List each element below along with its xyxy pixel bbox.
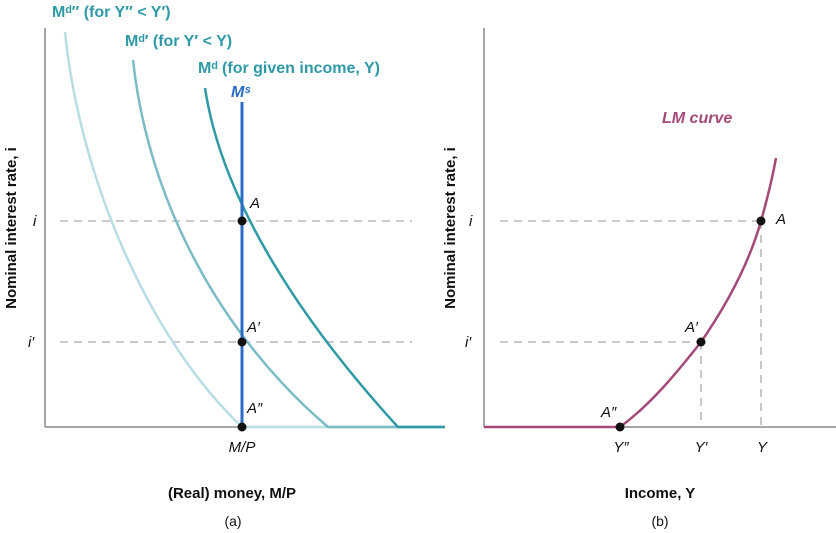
lm-point-a-prime [696, 337, 706, 347]
panel-b-label: (b) [651, 513, 668, 529]
ms-label: Mˢ [231, 84, 251, 101]
md-label: Mᵈ (for given income, Y) [198, 60, 380, 77]
panel-b-tick-y: Y [757, 439, 768, 456]
point-a-double-prime-label: A″ [246, 400, 263, 417]
md-prime-curve [131, 59, 445, 429]
lm-curve-label: LM curve [662, 110, 732, 127]
point-a-prime [237, 337, 247, 347]
panel-a-x-axis-title: (Real) money, M/P [168, 485, 296, 502]
panel-a-label: (a) [224, 513, 241, 529]
panel-b-x-axis-title: Income, Y [625, 485, 696, 502]
lm-point-a-label: A [775, 211, 786, 228]
panel-b-tick-i-prime: i′ [465, 334, 472, 351]
panel-a-tick-i-prime: i′ [28, 334, 35, 351]
panel-b-y-axis-title: Nominal interest rate, i [442, 147, 459, 309]
panel-a-tick-i: i [33, 213, 37, 230]
panel-b-tick-i: i [469, 213, 473, 230]
panel-b-tick-y-prime: Y′ [695, 439, 709, 456]
lm-curve [484, 157, 778, 429]
md-prime-label: Mᵈ′ (for Y′ < Y) [125, 33, 232, 50]
point-a-double-prime [237, 422, 247, 432]
md-double-prime-curve [63, 31, 445, 429]
panel-b-tick-y-double-prime: Y″ [613, 439, 629, 456]
md-curve [203, 87, 445, 429]
panel-a: A A′ A″ Mᵈ″ (for Y″ < Y′) Mᵈ′ (for Y′ < … [3, 4, 445, 529]
point-a [237, 216, 247, 226]
panel-a-tick-mp: M/P [229, 439, 256, 456]
lm-point-a [756, 216, 766, 226]
md-double-prime-label: Mᵈ″ (for Y″ < Y′) [52, 4, 171, 21]
lm-point-a-prime-label: A′ [684, 319, 699, 336]
lm-point-a-double-prime-label: A″ [600, 404, 617, 421]
lm-point-a-double-prime [615, 422, 625, 432]
point-a-prime-label: A′ [246, 319, 261, 336]
panel-b: A A′ A″ LM curve i i′ Y″ Y′ Y Nominal in… [442, 28, 836, 529]
panel-a-y-axis-title: Nominal interest rate, i [3, 147, 20, 309]
point-a-label: A [249, 195, 260, 212]
